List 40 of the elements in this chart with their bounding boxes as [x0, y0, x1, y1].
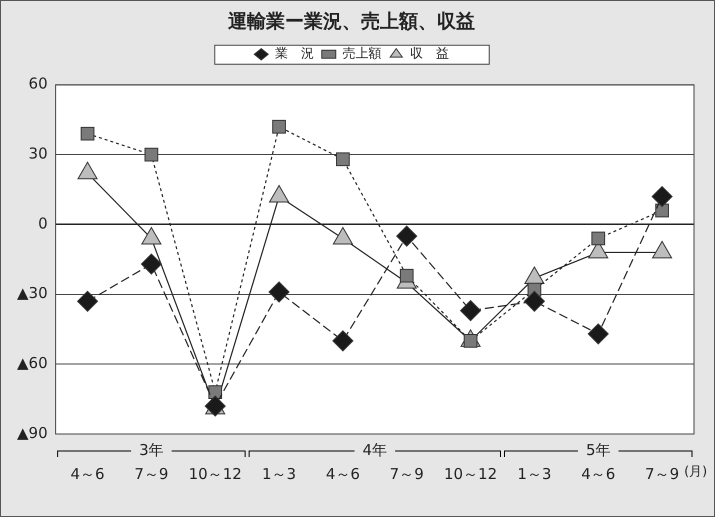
y-tick-label: 30	[28, 144, 48, 163]
text: 4年	[362, 440, 388, 459]
point	[396, 226, 418, 247]
y-tick-label: 0	[38, 214, 48, 232]
text: 3年	[139, 440, 164, 459]
y-tick-label: ▲60	[17, 354, 48, 372]
x-tick-label: 7～9	[645, 464, 680, 483]
legend-label: 収 益	[410, 46, 449, 62]
x-tick-label: 10～12	[188, 464, 242, 483]
point	[80, 126, 94, 141]
legend-label: 売上額	[342, 46, 382, 62]
y-tick-label: ▲90	[17, 424, 48, 442]
point	[332, 330, 354, 352]
point	[400, 268, 414, 283]
point	[591, 232, 606, 246]
point	[460, 300, 482, 322]
point	[588, 323, 609, 344]
y-tick-label: ▲30	[17, 284, 48, 302]
x-tick-label: 1～3	[517, 464, 552, 483]
text: (月)	[684, 464, 708, 480]
point	[140, 254, 162, 275]
point	[268, 281, 290, 302]
point	[652, 186, 673, 208]
x-tick-label: 1～3	[262, 464, 296, 483]
chart-title: 運輸業ー業況、売上額、収益	[227, 10, 475, 32]
text: 5年	[586, 440, 611, 459]
point	[336, 152, 350, 166]
x-tick-label: 7～9	[390, 464, 424, 483]
point	[524, 290, 545, 312]
point	[77, 290, 98, 312]
x-tick-label: 4～6	[581, 464, 616, 483]
legend-label: 業 況	[274, 46, 314, 62]
x-tick-label: 4～6	[326, 464, 360, 483]
y-tick-label: 60	[28, 74, 48, 93]
point	[272, 120, 286, 134]
x-tick-label: 7～9	[134, 464, 168, 483]
point	[144, 148, 158, 162]
x-tick-label: 10～12	[444, 464, 498, 483]
x-tick-label: 4～6	[70, 464, 105, 483]
point	[655, 204, 669, 218]
